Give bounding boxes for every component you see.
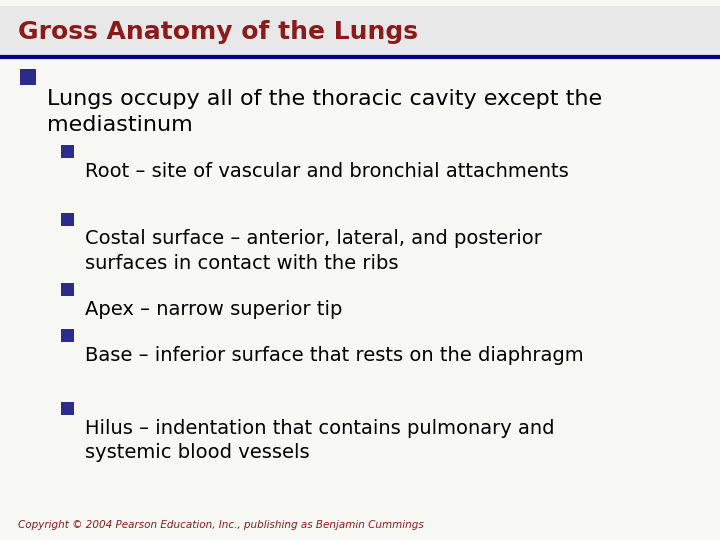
Text: Gross Anatomy of the Lungs: Gross Anatomy of the Lungs xyxy=(18,19,418,44)
Text: Hilus – indentation that contains pulmonary and
systemic blood vessels: Hilus – indentation that contains pulmon… xyxy=(85,418,554,462)
Bar xyxy=(20,69,36,85)
Text: Lungs occupy all of the thoracic cavity except the
mediastinum: Lungs occupy all of the thoracic cavity … xyxy=(47,89,602,134)
Bar xyxy=(61,145,74,158)
Text: Root – site of vascular and bronchial attachments: Root – site of vascular and bronchial at… xyxy=(85,162,569,181)
Bar xyxy=(61,283,74,296)
Text: Costal surface – anterior, lateral, and posterior
surfaces in contact with the r: Costal surface – anterior, lateral, and … xyxy=(85,230,542,273)
Bar xyxy=(0,6,720,57)
Bar xyxy=(61,329,74,342)
Text: Copyright © 2004 Pearson Education, Inc., publishing as Benjamin Cummings: Copyright © 2004 Pearson Education, Inc.… xyxy=(18,520,424,530)
Text: Base – inferior surface that rests on the diaphragm: Base – inferior surface that rests on th… xyxy=(85,346,584,365)
Text: Apex – narrow superior tip: Apex – narrow superior tip xyxy=(85,300,342,319)
Bar xyxy=(61,213,74,226)
Bar xyxy=(61,402,74,415)
